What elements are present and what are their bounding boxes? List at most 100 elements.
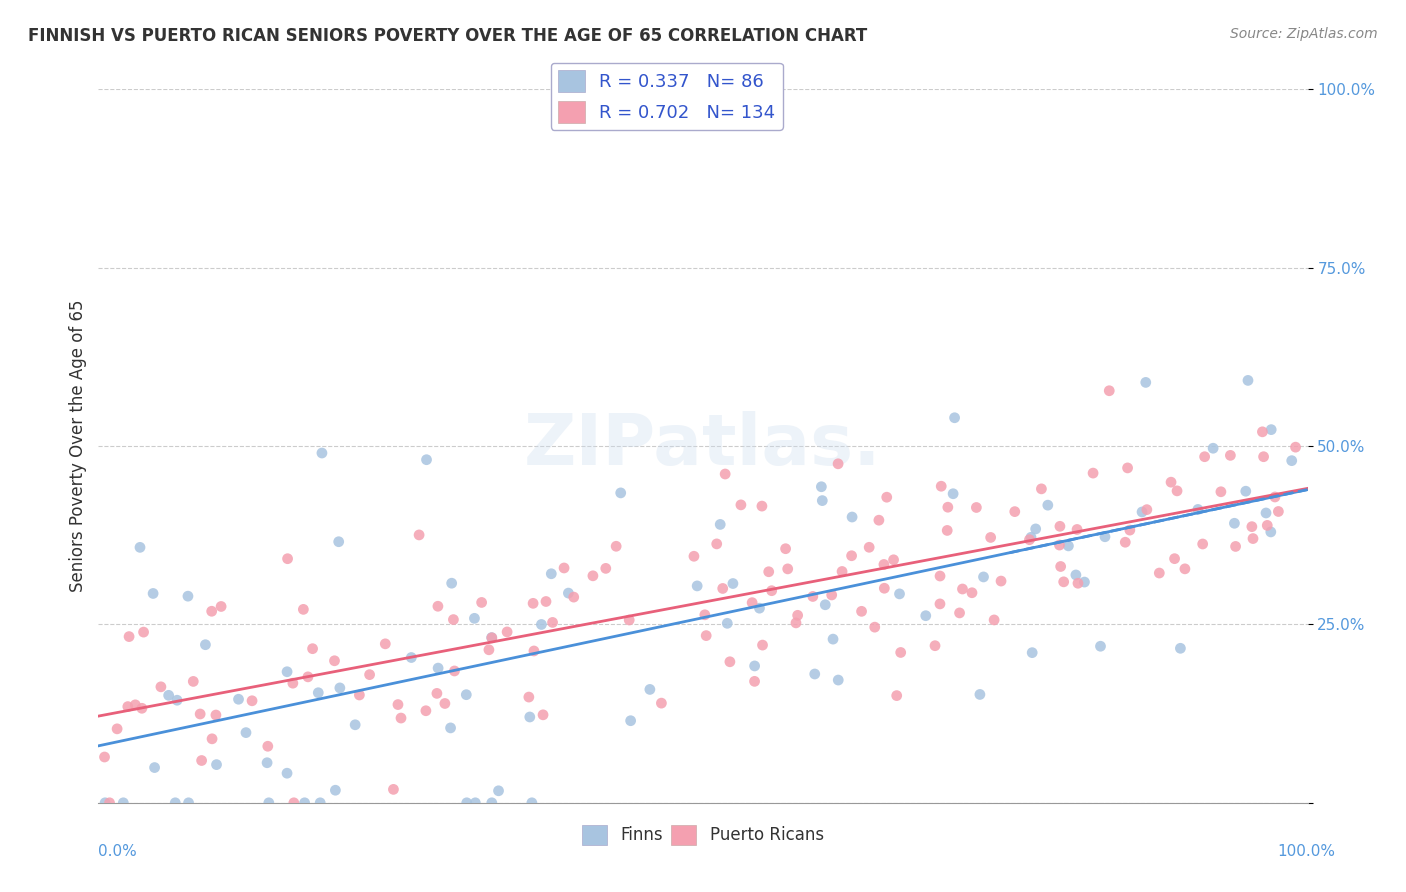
- Point: [650, 696, 672, 710]
- Point: [553, 561, 575, 575]
- Point: [889, 587, 911, 601]
- Point: [235, 725, 257, 739]
- Point: [929, 597, 952, 611]
- Point: [488, 784, 510, 798]
- Point: [943, 410, 966, 425]
- Point: [990, 574, 1012, 588]
- Point: [177, 796, 200, 810]
- Point: [810, 480, 832, 494]
- Point: [1067, 576, 1090, 591]
- Point: [1163, 551, 1185, 566]
- Point: [1251, 425, 1274, 439]
- Point: [1064, 568, 1087, 582]
- Point: [1149, 566, 1171, 580]
- Point: [609, 486, 631, 500]
- Point: [942, 487, 965, 501]
- Point: [758, 565, 780, 579]
- Point: [401, 650, 423, 665]
- Point: [443, 664, 465, 678]
- Point: [929, 479, 952, 493]
- Point: [706, 537, 728, 551]
- Point: [686, 579, 709, 593]
- Point: [481, 796, 503, 810]
- Point: [714, 467, 737, 481]
- Point: [831, 565, 853, 579]
- Point: [1004, 505, 1026, 519]
- Point: [426, 599, 449, 614]
- Point: [929, 569, 952, 583]
- Point: [427, 661, 450, 675]
- Point: [1241, 532, 1264, 546]
- Point: [496, 624, 519, 639]
- Point: [359, 667, 381, 681]
- Point: [811, 493, 834, 508]
- Point: [711, 582, 734, 596]
- Point: [873, 581, 896, 595]
- Point: [821, 588, 844, 602]
- Point: [851, 604, 873, 618]
- Point: [240, 694, 263, 708]
- Point: [157, 689, 180, 703]
- Point: [1267, 504, 1289, 518]
- Point: [433, 697, 456, 711]
- Point: [1260, 423, 1282, 437]
- Point: [463, 611, 485, 625]
- Point: [936, 500, 959, 515]
- Text: Source: ZipAtlas.com: Source: ZipAtlas.com: [1230, 27, 1378, 41]
- Point: [149, 680, 172, 694]
- Point: [1031, 482, 1053, 496]
- Point: [309, 796, 332, 810]
- Point: [582, 569, 605, 583]
- Text: ZIPatlas.: ZIPatlas.: [524, 411, 882, 481]
- Point: [1191, 537, 1213, 551]
- Point: [1081, 466, 1104, 480]
- Point: [841, 549, 863, 563]
- Point: [744, 659, 766, 673]
- Point: [1225, 540, 1247, 554]
- Point: [1187, 502, 1209, 516]
- Point: [194, 638, 217, 652]
- Point: [1119, 523, 1142, 537]
- Point: [562, 590, 585, 604]
- Point: [801, 590, 824, 604]
- Point: [948, 606, 970, 620]
- Point: [1209, 484, 1232, 499]
- Point: [415, 704, 437, 718]
- Point: [1170, 641, 1192, 656]
- Point: [478, 642, 501, 657]
- Point: [1019, 530, 1042, 544]
- Point: [387, 698, 409, 712]
- Point: [464, 796, 486, 810]
- Point: [344, 718, 367, 732]
- Point: [914, 608, 936, 623]
- Point: [382, 782, 405, 797]
- Point: [1114, 535, 1136, 549]
- Point: [283, 796, 305, 810]
- Point: [540, 566, 562, 581]
- Point: [1260, 524, 1282, 539]
- Point: [718, 655, 741, 669]
- Point: [924, 639, 946, 653]
- Point: [201, 604, 224, 618]
- Point: [522, 596, 544, 610]
- Point: [323, 654, 346, 668]
- Point: [165, 796, 187, 810]
- Point: [1018, 533, 1040, 547]
- Point: [534, 594, 557, 608]
- Point: [426, 686, 449, 700]
- Point: [105, 722, 128, 736]
- Point: [1098, 384, 1121, 398]
- Point: [131, 701, 153, 715]
- Point: [803, 667, 825, 681]
- Point: [858, 541, 880, 555]
- Point: [1049, 559, 1071, 574]
- Text: 100.0%: 100.0%: [1278, 845, 1336, 859]
- Point: [1264, 490, 1286, 504]
- Point: [785, 615, 807, 630]
- Point: [311, 446, 333, 460]
- Point: [294, 796, 316, 810]
- Point: [389, 711, 412, 725]
- Point: [827, 457, 849, 471]
- Point: [257, 796, 280, 810]
- Point: [1116, 461, 1139, 475]
